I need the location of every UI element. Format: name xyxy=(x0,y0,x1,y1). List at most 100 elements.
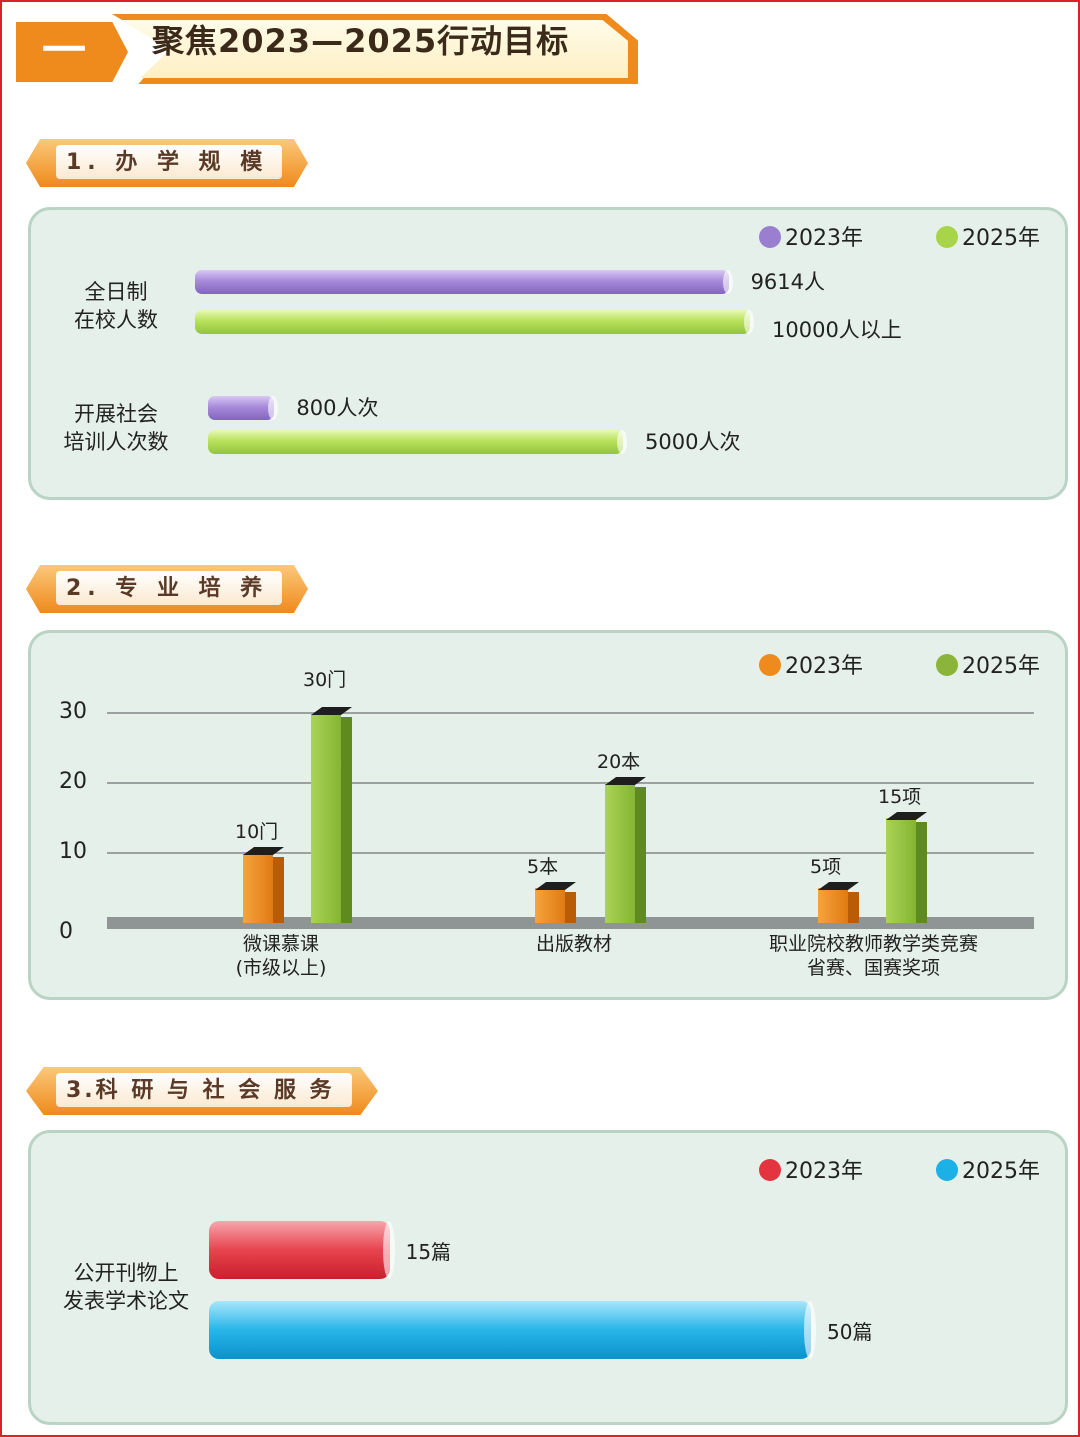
bar-2025 xyxy=(208,430,627,454)
category-label: 公开刊物上 发表学术论文 xyxy=(56,1259,196,1315)
column-top xyxy=(311,707,352,715)
tag-inner xyxy=(56,145,282,179)
column-side xyxy=(341,717,352,923)
bar-2023 xyxy=(209,1221,395,1279)
bar-value-label: 800人次 xyxy=(296,396,379,420)
bar-value-label: 15篇 xyxy=(405,1240,452,1264)
column-value-label: 30门 xyxy=(303,669,347,691)
legend-dot-2025 xyxy=(936,226,958,248)
column-side xyxy=(273,857,284,923)
column-top xyxy=(535,882,576,890)
category-line1: 微课慕课 xyxy=(242,933,319,955)
legend-item-2023: 2023年 xyxy=(759,220,863,252)
legend-item-2025: 2025年 xyxy=(936,1153,1040,1185)
category-line2: 在校人数 xyxy=(74,308,158,332)
x-category-label: 出版教材 xyxy=(474,932,674,956)
legend-item-2023: 2023年 xyxy=(759,1153,863,1185)
bar-2025 xyxy=(195,310,754,334)
bar-cap xyxy=(382,1221,395,1279)
column-top xyxy=(605,777,646,785)
column-2025 xyxy=(605,777,646,923)
x-category-label: 微课慕课 (市级以上) xyxy=(181,932,381,980)
bar-cap xyxy=(722,270,733,294)
bar-2023 xyxy=(195,270,733,294)
legend-item-2025: 2025年 xyxy=(936,220,1040,252)
column-side xyxy=(565,892,576,923)
column-side xyxy=(635,787,646,923)
column-top xyxy=(886,812,927,820)
column-top xyxy=(243,847,284,855)
column-value-label: 5项 xyxy=(810,856,842,878)
tag-inner xyxy=(56,571,282,605)
banner-title-area xyxy=(120,20,628,78)
bar-cap xyxy=(804,1301,816,1359)
category-line1: 职业院校教师教学类竞赛 xyxy=(768,933,978,955)
column-2025 xyxy=(311,707,352,923)
category-line1: 开展社会 xyxy=(74,402,158,426)
column-value-label: 15项 xyxy=(878,786,922,808)
legend-dot-2023 xyxy=(759,654,781,676)
category-line2: 发表学术论文 xyxy=(63,1289,189,1313)
y-tick-label: 0 xyxy=(59,919,73,944)
bar-value-label: 5000人次 xyxy=(645,430,741,454)
column-front xyxy=(605,783,635,923)
bar-value-label: 10000人以上 xyxy=(772,318,902,342)
y-tick-label: 10 xyxy=(59,839,87,864)
bar-cap xyxy=(744,310,754,334)
legend-item-2025: 2025年 xyxy=(936,648,1040,680)
category-line2: 培训人次数 xyxy=(63,430,169,454)
section-tag-3: 3.科 研 与 社 会 服 务 xyxy=(26,1067,378,1115)
legend-label-2023: 2023年 xyxy=(785,1159,863,1184)
column-front xyxy=(886,818,916,923)
category-line2: (市级以上) xyxy=(235,957,327,979)
column-front xyxy=(535,888,565,923)
page-title: 聚焦2023—2025行动目标 xyxy=(152,22,570,60)
column-front xyxy=(243,853,273,923)
category-line2: 省赛、国赛奖项 xyxy=(806,957,940,979)
column-2023 xyxy=(535,882,576,923)
y-tick-label: 20 xyxy=(59,769,87,794)
panel-school-scale: 2023年 2025年 全日制 在校人数 开展社会 培训人次数 9614人 100… xyxy=(28,207,1068,500)
panel-professional-training: 2023年 2025年 0 10 20 30 10门 30门 5本 20本 5项 15项 微课慕课… xyxy=(28,630,1068,1000)
category-line1: 全日制 xyxy=(84,280,148,304)
bar-2023 xyxy=(208,396,279,420)
category-label: 开展社会 培训人次数 xyxy=(51,400,181,456)
section-label-2: 2. 专 业 培 养 xyxy=(66,576,269,601)
legend-dot-2023 xyxy=(759,226,781,248)
category-line1: 出版教材 xyxy=(535,933,612,955)
legend-dot-2025 xyxy=(936,1159,958,1181)
bar-value-label: 9614人 xyxy=(750,270,826,294)
gridline xyxy=(107,712,1034,714)
bar-value-label: 50篇 xyxy=(827,1320,873,1344)
category-label: 全日制 在校人数 xyxy=(51,278,181,334)
legend-label-2025: 2025年 xyxy=(962,226,1040,251)
column-side xyxy=(848,892,859,923)
bar-cap xyxy=(617,430,627,454)
column-2023 xyxy=(243,847,284,923)
column-2025 xyxy=(886,812,927,923)
column-side xyxy=(916,822,927,923)
column-value-label: 20本 xyxy=(597,751,641,773)
legend-label-2023: 2023年 xyxy=(785,654,863,679)
legend-item-2023: 2023年 xyxy=(759,648,863,680)
section-label-1: 1. 办 学 规 模 xyxy=(66,150,269,175)
panel-research-service: 2023年 2025年 公开刊物上 发表学术论文 15篇 50篇 xyxy=(28,1130,1068,1425)
column-top xyxy=(818,882,859,890)
column-front xyxy=(818,888,848,923)
column-front xyxy=(311,713,341,923)
bar-cap xyxy=(268,396,279,420)
section-number-badge: 一 xyxy=(16,22,128,82)
main-banner: 一 xyxy=(16,14,638,84)
column-2023 xyxy=(818,882,859,923)
tag-inner xyxy=(56,1073,352,1107)
column-value-label: 5本 xyxy=(527,856,559,878)
legend-label-2025: 2025年 xyxy=(962,1159,1040,1184)
section-tag-2: 2. 专 业 培 养 xyxy=(26,565,308,613)
legend-dot-2023 xyxy=(759,1159,781,1181)
legend-dot-2025 xyxy=(936,654,958,676)
gridline xyxy=(107,782,1034,784)
column-value-label: 10门 xyxy=(235,821,279,843)
y-tick-label: 30 xyxy=(59,699,87,724)
x-category-label: 职业院校教师教学类竞赛 省赛、国赛奖项 xyxy=(731,932,1016,980)
